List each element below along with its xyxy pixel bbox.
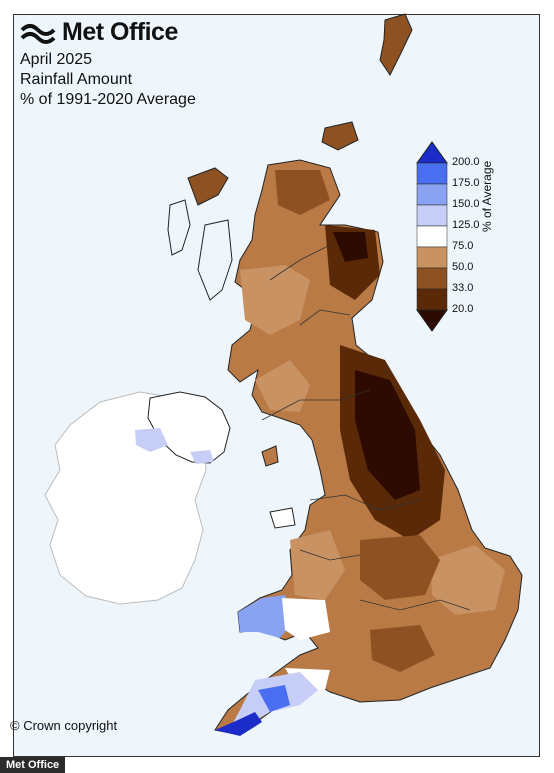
very-wet-area-cornwall-tip [215,712,262,736]
dark-area-south [370,625,435,672]
legend-swatch [416,204,448,227]
met-office-logo-text: Met Office [62,18,178,46]
legend-swatch [416,267,448,290]
legend-tick-label: 125.0 [452,219,480,231]
legend-swatch [416,162,448,185]
region-boundaries [261,244,471,611]
legend-tick-label: 50.0 [452,261,474,273]
title-month: April 2025 [20,51,93,68]
legend-tick-label: 175.0 [452,177,480,189]
tan-area-west-scotland [240,265,310,335]
dark-area-north-scotland [275,170,330,215]
met-office-logo-icon [20,23,56,44]
copyright-text: © Crown copyright [10,718,118,733]
legend-tick-label: 33.0 [452,282,474,294]
wet-area-southwest-wales [238,595,295,638]
dark-area-midlands [360,535,440,600]
orkney-islands [321,121,359,151]
legend-arrow-bottom [416,309,448,332]
legend-swatch [416,246,448,269]
colour-scale-legend [416,141,448,332]
title-variable: Rainfall Amount [20,71,133,88]
legend-tick-label: 150.0 [452,198,480,210]
map-titles: April 2025 Rainfall Amount % of 1991-202… [20,50,196,110]
shetland-islands [379,13,413,76]
legend-swatch [416,183,448,206]
legend-swatch [416,288,448,311]
inner-hebrides [197,219,233,301]
tan-area-wales [290,530,345,600]
met-office-logo: Met Office [20,18,178,47]
isle-of-man [261,445,279,467]
legend-tick-label: 75.0 [452,240,474,252]
image-credit: Met Office [0,757,66,773]
wet-area-cornwall-coast [258,685,290,712]
outer-hebrides-north [187,167,229,206]
anglesey [269,507,296,529]
tan-area-southwest-scotland [255,360,310,412]
legend-arrow-top [416,141,448,164]
darkest-core-northeast-scotland [333,232,368,262]
darkest-core-pennines [355,370,420,500]
white-area-south-wales [282,598,330,640]
tan-area-east-anglia [430,545,505,615]
legend-title: % of Average [480,160,494,232]
outer-hebrides-south [167,199,191,256]
ni-wet-patch-east [190,450,214,464]
ni-wet-patch-west [135,428,168,452]
legend-tick-label: 200.0 [452,156,480,168]
title-baseline: % of 1991-2020 Average [20,91,196,108]
legend-tick-label: 20.0 [452,303,474,315]
legend-swatch [416,225,448,248]
